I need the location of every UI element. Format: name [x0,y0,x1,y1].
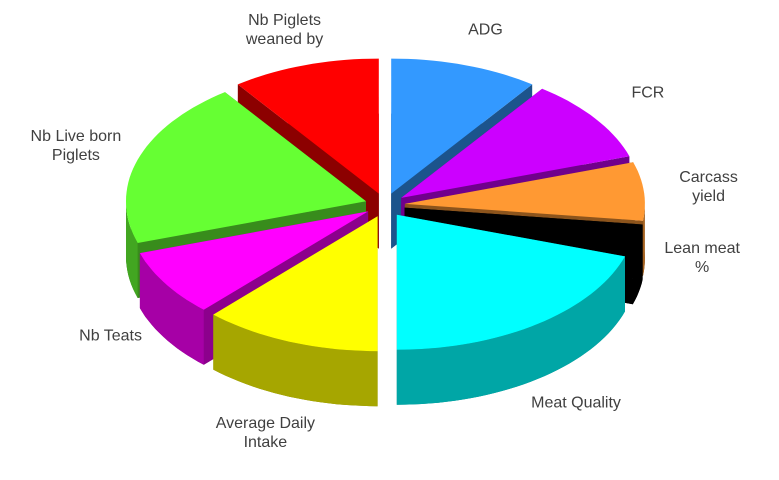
slice [404,162,645,221]
slice [401,88,630,198]
slice-wall [126,201,138,298]
slice-wall [396,256,625,405]
slice-label: Lean meat % [664,240,740,277]
slice [391,58,533,194]
slice-wall [632,224,643,305]
slice-label: Average Daily Intake [215,414,316,451]
slice-wall [643,203,645,276]
slice [404,207,643,250]
slice-group [213,216,378,407]
slice-label: Nb Live born Piglets [30,128,122,165]
slice-wall [139,253,204,365]
slice-label: FCR [631,84,665,102]
slice-label: Nb Piglets weaned by [245,12,324,48]
slice [396,214,625,350]
slice [126,92,366,243]
slice-label: ADG [468,21,503,39]
slice-wall [213,314,378,407]
slice [139,211,369,310]
slice-label: Carcass yield [679,169,738,206]
slice-group [396,214,625,405]
slice [213,216,378,352]
slice-label: Meat Quality [531,394,621,412]
slice [237,58,379,194]
slice-label: Nb Teats [79,327,143,345]
